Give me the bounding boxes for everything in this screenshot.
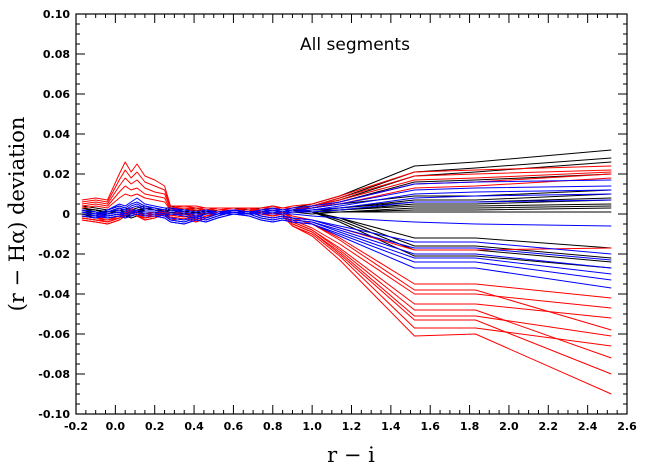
x-tick-label: 2.0 [499,420,519,433]
y-tick-label: 0.04 [43,128,70,141]
y-tick-label: 0.08 [43,48,70,61]
series-line-blue-35 [81,199,612,219]
x-tick-label: 2.2 [539,420,559,433]
x-tick-label: 0.0 [106,420,126,433]
series-layer [81,149,612,395]
y-tick-label: 0.02 [43,168,70,181]
y-tick-label: 0 [62,208,70,221]
ticks-layer: -0.2 0.0 0.2 0.4 0.6 0.8 1.0 1.2 1.4 1.6 1.8 2.0 2.2… [38,8,637,433]
x-tick-label: 2.6 [617,420,637,433]
series-line-blue-32 [81,185,612,215]
series-line-blue-42 [81,213,612,289]
x-tick-label: 0.4 [184,420,204,433]
series-line-red-16 [81,161,612,209]
y-tick-label: -0.08 [38,368,70,381]
y-tick-label: -0.06 [38,328,70,341]
y-tick-label: -0.04 [38,288,70,301]
x-tick-label: 2.4 [578,420,598,433]
y-axis-label: (r − Hα) deviation [5,117,29,312]
x-tick-label: 1.4 [381,420,401,433]
y-tick-label: 0.10 [43,8,70,21]
x-tick-label: 1.8 [460,420,480,433]
y-tick-label: 0.06 [43,88,70,101]
y-tick-label: -0.02 [38,248,70,261]
x-tick-label: 0.8 [263,420,283,433]
x-tick-label: 1.6 [420,420,440,433]
series-line-blue-34 [81,193,612,217]
x-tick-label: 1.0 [302,420,322,433]
x-tick-label: -0.2 [64,420,88,433]
y-tick-label: -0.10 [38,408,70,421]
series-line-blue-40 [81,211,612,275]
chart-title: All segments [300,35,410,55]
x-tick-label: 0.2 [145,420,165,433]
x-tick-label: 0.6 [224,420,244,433]
series-line-blue-38 [81,209,612,261]
x-axis-label: r − i [327,443,375,467]
x-tick-label: 1.2 [342,420,362,433]
